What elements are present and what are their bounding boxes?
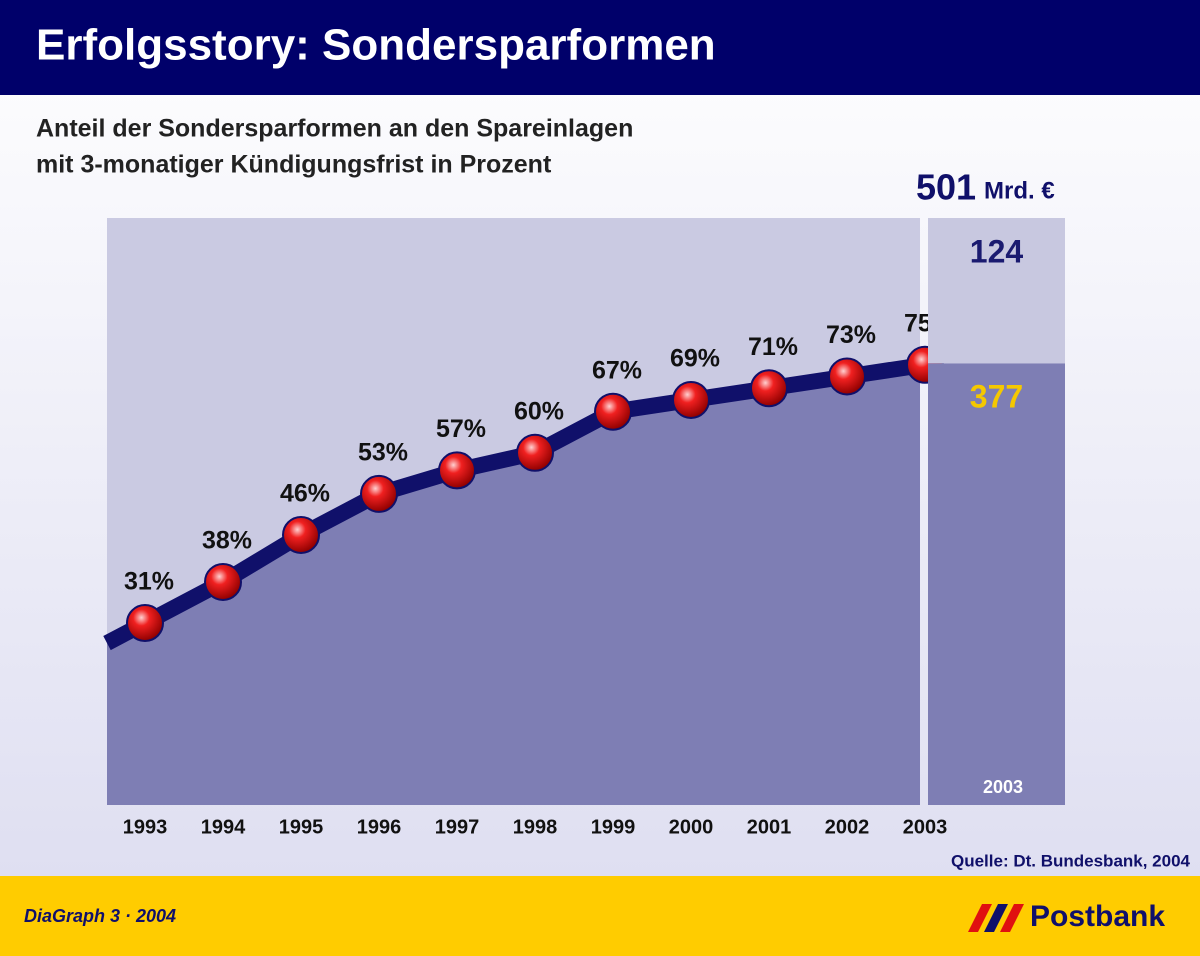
value-label: 67% — [592, 356, 642, 384]
marker — [282, 515, 320, 554]
source: Quelle: Dt. Bundesbank, 2004 — [951, 851, 1191, 870]
marker — [126, 604, 164, 643]
footer-bar — [0, 876, 1200, 956]
value-label: 46% — [280, 480, 330, 508]
value-label: 71% — [748, 333, 798, 361]
value-label: 69% — [670, 345, 720, 373]
marker — [438, 451, 476, 490]
total-unit: Mrd. € — [984, 177, 1055, 204]
value-label: 53% — [358, 438, 408, 466]
subtitle: Anteil der Sondersparformen an den Spare… — [36, 115, 633, 143]
side-bar-segment — [928, 218, 1065, 364]
x-tick-label: 2000 — [669, 816, 714, 838]
x-tick-label: 1996 — [357, 816, 402, 838]
marker — [204, 562, 242, 601]
footer-text: DiaGraph 3 · 2004 — [24, 906, 176, 926]
header-bar — [0, 0, 1200, 95]
marker — [360, 474, 398, 513]
value-label: 73% — [826, 321, 876, 349]
value-label: 38% — [202, 527, 252, 555]
total-value: 501 — [916, 167, 976, 208]
x-tick-label: 2002 — [825, 816, 870, 838]
value-label: 57% — [436, 415, 486, 443]
value-label: 60% — [514, 397, 564, 425]
x-tick-label: 2003 — [903, 816, 948, 838]
marker — [672, 380, 710, 419]
marker — [750, 369, 788, 408]
side-bar-category: 2003 — [983, 777, 1023, 797]
value-label: 31% — [124, 568, 174, 596]
side-bar-segment — [928, 363, 1065, 805]
side-bar-label: 124 — [970, 233, 1024, 269]
marker — [594, 392, 632, 431]
x-tick-label: 1993 — [123, 816, 168, 838]
x-tick-label: 2001 — [747, 816, 792, 838]
x-tick-label: 1994 — [201, 816, 246, 838]
subtitle: mit 3-monatiger Kündigungsfrist in Proze… — [36, 151, 552, 179]
x-tick-label: 1995 — [279, 816, 324, 838]
marker — [828, 357, 866, 396]
x-tick-label: 1997 — [435, 816, 480, 838]
brand-logo — [968, 904, 1024, 932]
marker — [516, 433, 554, 472]
page-title: Erfolgsstory: Sondersparformen — [36, 21, 716, 70]
side-bar-label: 377 — [970, 379, 1023, 415]
x-tick-label: 1998 — [513, 816, 558, 838]
area — [107, 364, 925, 805]
brand: Postbank — [1030, 900, 1165, 933]
x-tick-label: 1999 — [591, 816, 636, 838]
